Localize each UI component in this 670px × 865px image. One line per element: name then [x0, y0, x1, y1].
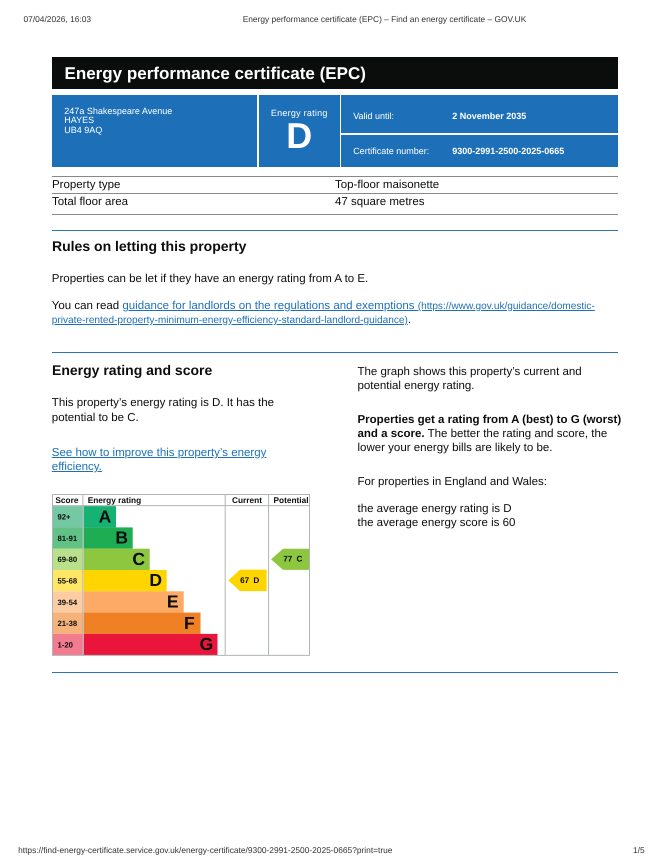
svg-text:81-91: 81-91: [58, 534, 78, 543]
svg-text:Energy rating: Energy rating: [88, 495, 141, 505]
svg-text:C: C: [132, 549, 145, 569]
svg-text:67: 67: [240, 576, 250, 585]
svg-text:92+: 92+: [58, 513, 72, 522]
svg-text:D: D: [149, 570, 162, 590]
svg-text:55-68: 55-68: [58, 577, 78, 586]
svg-text:E: E: [167, 592, 179, 612]
svg-text:1-20: 1-20: [58, 640, 73, 649]
svg-text:F: F: [184, 613, 195, 633]
svg-text:B: B: [115, 528, 128, 548]
svg-text:Current: Current: [232, 495, 262, 505]
svg-text:77: 77: [283, 555, 293, 564]
svg-text:39-54: 39-54: [58, 598, 78, 607]
svg-text:Score: Score: [55, 495, 78, 505]
svg-text:21-38: 21-38: [58, 619, 78, 628]
svg-text:69-80: 69-80: [58, 555, 78, 564]
svg-text:G: G: [200, 634, 214, 654]
svg-text:C: C: [297, 555, 303, 564]
svg-text:Potential: Potential: [274, 495, 309, 505]
svg-text:A: A: [99, 506, 112, 526]
svg-text:D: D: [253, 576, 259, 585]
